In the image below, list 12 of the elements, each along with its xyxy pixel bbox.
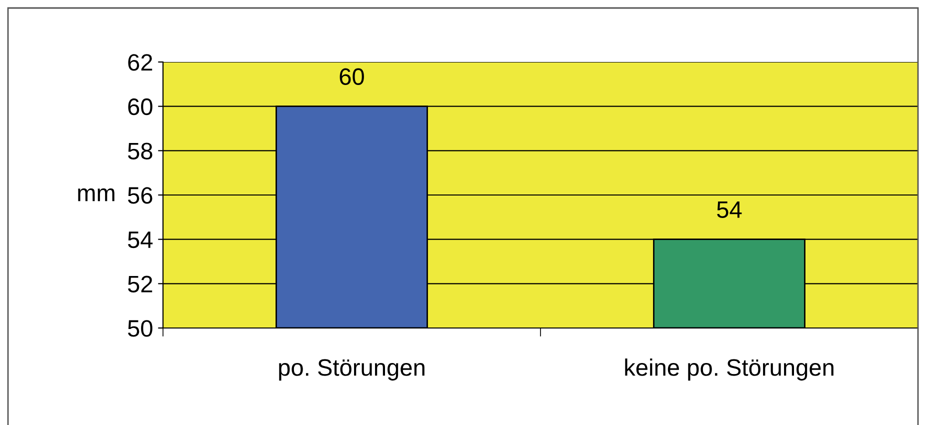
x-tick-label: po. Störungen bbox=[279, 359, 424, 381]
y-tick-label: 54 bbox=[128, 232, 153, 248]
y-tick-label: 60 bbox=[128, 98, 152, 116]
y-axis-title: mm bbox=[78, 188, 114, 202]
y-tick-label: 52 bbox=[128, 276, 152, 292]
data-label: 54 bbox=[717, 202, 742, 218]
x-tick-label: keine po. Störungen bbox=[625, 358, 834, 381]
y-tick-label: 50 bbox=[128, 320, 152, 337]
data-label: 60 bbox=[340, 68, 364, 85]
y-tick-label: 56 bbox=[128, 187, 152, 204]
y-tick-label: 62 bbox=[128, 54, 152, 71]
y-tick-label: 58 bbox=[128, 142, 152, 160]
